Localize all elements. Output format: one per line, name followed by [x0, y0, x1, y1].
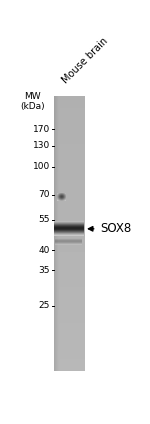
Text: MW
(kDa): MW (kDa) [20, 92, 45, 111]
Text: 100: 100 [33, 162, 50, 171]
Text: 35: 35 [39, 266, 50, 275]
Text: SOX8: SOX8 [100, 222, 131, 235]
Text: 40: 40 [39, 245, 50, 254]
Text: 130: 130 [33, 141, 50, 150]
Text: 25: 25 [39, 301, 50, 310]
Text: 55: 55 [39, 215, 50, 224]
Text: Mouse brain: Mouse brain [60, 36, 110, 85]
Text: 70: 70 [39, 190, 50, 199]
Text: 170: 170 [33, 125, 50, 134]
